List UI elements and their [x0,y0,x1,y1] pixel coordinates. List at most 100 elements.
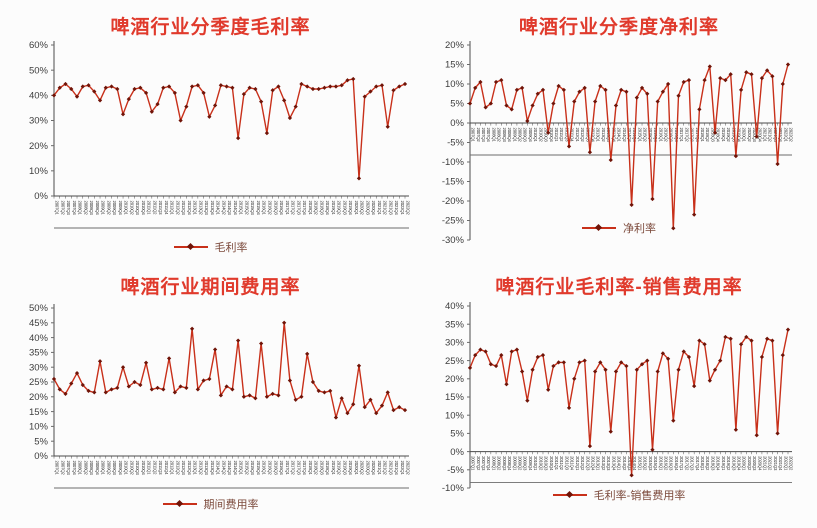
svg-text:2017Q3: 2017Q3 [296,461,301,476]
svg-text:2007Q1: 2007Q1 [55,461,60,476]
legend-marker-icon [594,223,603,232]
svg-text:2020Q2: 2020Q2 [747,456,752,471]
svg-text:50%: 50% [29,303,49,314]
svg-text:2008Q1: 2008Q1 [491,128,496,143]
svg-text:2016Q2: 2016Q2 [268,461,273,476]
svg-text:2015Q3: 2015Q3 [250,201,255,216]
svg-text:2021Q2: 2021Q2 [768,128,773,143]
svg-text:2009Q1: 2009Q1 [101,201,106,216]
svg-text:15%: 15% [29,407,49,418]
svg-text:2016Q3: 2016Q3 [273,201,278,216]
svg-text:2022Q2: 2022Q2 [406,461,411,476]
period-expense-ratio-chart: 50%45%40%35%30%25%20%15%10%5%0%2007Q1 200… [29,303,411,489]
svg-text:2015Q3: 2015Q3 [648,128,653,143]
svg-text:2009Q3: 2009Q3 [112,201,117,216]
svg-text:2015Q1: 2015Q1 [239,201,244,216]
svg-text:2008Q3: 2008Q3 [89,461,94,476]
legend-gross-margin-minus-sales-expense: 毛利率-销售费用率 [425,488,813,502]
svg-text:2010Q1: 2010Q1 [533,456,538,471]
svg-text:2021Q2: 2021Q2 [383,461,388,476]
svg-text:2018Q2: 2018Q2 [314,201,319,216]
svg-text:2019Q3: 2019Q3 [731,456,736,471]
svg-text:2008Q4: 2008Q4 [95,461,100,476]
svg-text:2019Q4: 2019Q4 [348,201,353,216]
svg-text:2019Q1: 2019Q1 [331,201,336,216]
svg-text:2016Q1: 2016Q1 [262,461,267,476]
svg-text:2017Q3: 2017Q3 [690,456,695,471]
svg-text:2011Q3: 2011Q3 [158,201,163,216]
svg-text:2012Q1: 2012Q1 [170,461,175,476]
svg-text:2014Q4: 2014Q4 [233,201,238,216]
legend-label: 期间费用率 [203,499,259,511]
svg-text:2013Q3: 2013Q3 [606,456,611,471]
svg-text:2020Q1: 2020Q1 [354,201,359,216]
svg-text:2008Q1: 2008Q1 [491,456,496,471]
svg-text:20%: 20% [445,374,465,385]
svg-text:2015Q1: 2015Q1 [637,128,642,143]
svg-text:2012Q4: 2012Q4 [591,456,596,471]
svg-text:2020Q1: 2020Q1 [354,461,359,476]
svg-text:2022Q1: 2022Q1 [783,128,788,143]
svg-text:2012Q2: 2012Q2 [175,201,180,216]
svg-text:2007Q1: 2007Q1 [471,128,476,143]
svg-text:2008Q4: 2008Q4 [507,456,512,471]
svg-text:2009Q1: 2009Q1 [101,461,106,476]
svg-text:40%: 40% [29,91,49,102]
chart-title-net-margin: 啤酒行业分季度净利率 [518,17,719,38]
svg-text:2011Q3: 2011Q3 [564,456,569,471]
svg-text:2009Q1: 2009Q1 [512,456,517,471]
svg-text:2012Q1: 2012Q1 [575,128,580,143]
svg-text:2010Q1: 2010Q1 [124,201,129,216]
svg-text:2007Q4: 2007Q4 [486,128,491,143]
svg-text:2011Q1: 2011Q1 [554,456,559,471]
svg-text:2010Q4: 2010Q4 [141,201,146,216]
svg-text:2021Q4: 2021Q4 [394,201,399,216]
svg-text:2011Q1: 2011Q1 [554,128,559,143]
svg-text:2007Q3: 2007Q3 [481,128,486,143]
svg-text:2017Q3: 2017Q3 [296,201,301,216]
svg-text:2009Q4: 2009Q4 [118,461,123,476]
svg-text:40%: 40% [29,333,49,344]
svg-text:30%: 30% [29,362,49,373]
svg-text:2007Q3: 2007Q3 [66,201,71,216]
svg-text:25%: 25% [29,377,49,388]
svg-text:2008Q2: 2008Q2 [83,461,88,476]
svg-text:2011Q4: 2011Q4 [164,201,169,216]
svg-text:2021Q2: 2021Q2 [768,456,773,471]
svg-text:2009Q2: 2009Q2 [518,456,523,471]
svg-text:2014Q4: 2014Q4 [632,456,637,471]
svg-text:2011Q2: 2011Q2 [559,456,564,471]
svg-text:-5%: -5% [447,138,464,149]
svg-text:2009Q4: 2009Q4 [528,128,533,143]
svg-text:2020Q2: 2020Q2 [360,201,365,216]
svg-text:2010Q3: 2010Q3 [135,201,140,216]
svg-text:2013Q1: 2013Q1 [596,128,601,143]
svg-text:2009Q4: 2009Q4 [118,201,123,216]
svg-text:2009Q4: 2009Q4 [528,456,533,471]
svg-text:2017Q4: 2017Q4 [695,128,700,143]
svg-text:2014Q1: 2014Q1 [216,461,221,476]
svg-text:40%: 40% [445,301,465,312]
svg-text:2016Q3: 2016Q3 [669,128,674,143]
svg-text:2019Q3: 2019Q3 [731,128,736,143]
svg-text:2020Q2: 2020Q2 [360,461,365,476]
svg-text:2009Q2: 2009Q2 [106,461,111,476]
chart-title-gross-margin: 啤酒行业分季度毛利率 [110,17,311,38]
svg-text:2008Q1: 2008Q1 [78,461,83,476]
svg-text:2011Q1: 2011Q1 [147,201,152,216]
svg-text:2018Q2: 2018Q2 [314,461,319,476]
svg-text:2010Q4: 2010Q4 [549,456,554,471]
svg-text:2019Q4: 2019Q4 [736,128,741,143]
svg-text:2019Q1: 2019Q1 [331,461,336,476]
svg-text:2012Q4: 2012Q4 [187,201,192,216]
svg-text:2009Q2: 2009Q2 [518,128,523,143]
svg-text:35%: 35% [29,348,49,359]
svg-text:2020Q3: 2020Q3 [752,128,757,143]
svg-text:2007Q1: 2007Q1 [55,201,60,216]
svg-text:2012Q3: 2012Q3 [181,461,186,476]
svg-text:2008Q2: 2008Q2 [497,456,502,471]
chart-title-period-expense-ratio: 啤酒行业期间费用率 [120,277,301,298]
svg-text:2010Q3: 2010Q3 [135,461,140,476]
svg-text:2019Q2: 2019Q2 [337,461,342,476]
svg-text:2017Q4: 2017Q4 [695,456,700,471]
